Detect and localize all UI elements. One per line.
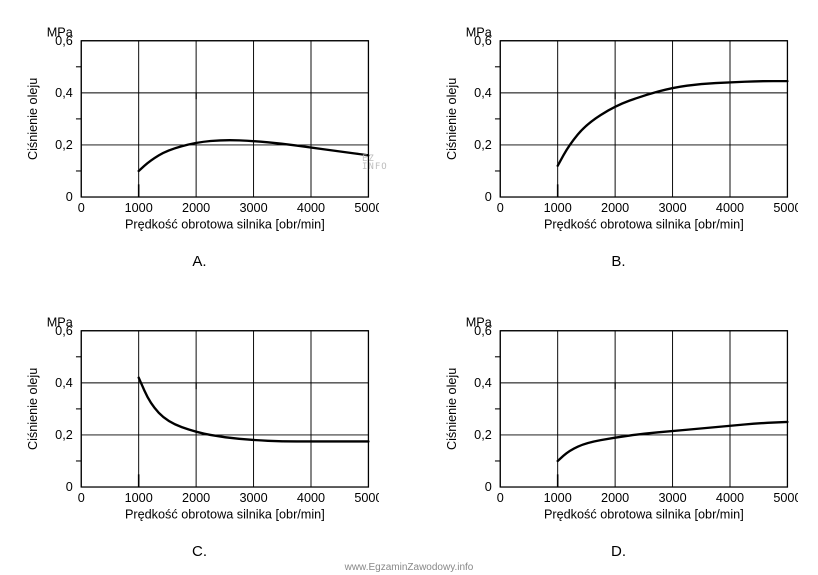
svg-text:0,4: 0,4 — [474, 376, 492, 390]
svg-text:4000: 4000 — [716, 201, 744, 215]
ez-watermark-icon: EZINFO — [362, 155, 388, 171]
chart-svg-B: 01000200030004000500000,20,40,6MPaPrędko… — [439, 10, 798, 251]
svg-text:Ciśnienie oleju: Ciśnienie oleju — [445, 78, 459, 160]
svg-text:1000: 1000 — [544, 491, 572, 505]
svg-text:0: 0 — [78, 201, 85, 215]
svg-text:Prędkość obrotowa silnika [obr: Prędkość obrotowa silnika [obr/min] — [125, 218, 325, 232]
svg-text:0,2: 0,2 — [474, 138, 492, 152]
chart-D: 01000200030004000500000,20,40,6MPaPrędko… — [439, 300, 798, 541]
svg-text:0,2: 0,2 — [55, 428, 73, 442]
svg-text:5000: 5000 — [354, 491, 379, 505]
svg-text:Ciśnienie oleju: Ciśnienie oleju — [26, 368, 40, 450]
svg-text:3000: 3000 — [239, 491, 267, 505]
svg-text:MPa: MPa — [47, 26, 74, 40]
chart-A: 01000200030004000500000,20,40,6MPaPrędko… — [20, 10, 379, 251]
svg-text:2000: 2000 — [182, 491, 210, 505]
svg-text:3000: 3000 — [239, 201, 267, 215]
svg-text:0,2: 0,2 — [474, 428, 492, 442]
svg-text:0,4: 0,4 — [55, 86, 73, 100]
caption-C: C. — [192, 543, 207, 560]
caption-B: B. — [611, 253, 625, 270]
svg-text:4000: 4000 — [297, 201, 325, 215]
chart-B: 01000200030004000500000,20,40,6MPaPrędko… — [439, 10, 798, 251]
svg-text:4000: 4000 — [297, 491, 325, 505]
svg-text:5000: 5000 — [354, 201, 379, 215]
svg-text:MPa: MPa — [47, 316, 74, 330]
caption-D: D. — [611, 543, 626, 560]
svg-text:0: 0 — [66, 480, 73, 494]
svg-text:Ciśnienie oleju: Ciśnienie oleju — [445, 368, 459, 450]
chart-svg-C: 01000200030004000500000,20,40,6MPaPrędko… — [20, 300, 379, 541]
svg-text:2000: 2000 — [601, 201, 629, 215]
chart-grid: 01000200030004000500000,20,40,6MPaPrędko… — [0, 0, 818, 560]
svg-text:1000: 1000 — [544, 201, 572, 215]
panel-C: 01000200030004000500000,20,40,6MPaPrędko… — [20, 300, 379, 560]
svg-text:MPa: MPa — [466, 26, 493, 40]
svg-text:Prędkość obrotowa silnika [obr: Prędkość obrotowa silnika [obr/min] — [544, 508, 744, 522]
svg-text:0: 0 — [485, 190, 492, 204]
footer-watermark: www.EgzaminZawodowy.info — [345, 562, 474, 573]
svg-text:2000: 2000 — [601, 491, 629, 505]
svg-text:0: 0 — [497, 201, 504, 215]
svg-text:0,4: 0,4 — [55, 376, 73, 390]
chart-svg-A: 01000200030004000500000,20,40,6MPaPrędko… — [20, 10, 379, 251]
panel-A: 01000200030004000500000,20,40,6MPaPrędko… — [20, 10, 379, 270]
caption-A: A. — [192, 253, 206, 270]
svg-text:5000: 5000 — [773, 201, 798, 215]
svg-text:0: 0 — [485, 480, 492, 494]
svg-text:1000: 1000 — [125, 201, 153, 215]
svg-text:MPa: MPa — [466, 316, 493, 330]
svg-text:0: 0 — [497, 491, 504, 505]
svg-text:Prędkość obrotowa silnika [obr: Prędkość obrotowa silnika [obr/min] — [544, 218, 744, 232]
svg-text:2000: 2000 — [182, 201, 210, 215]
chart-svg-D: 01000200030004000500000,20,40,6MPaPrędko… — [439, 300, 798, 541]
svg-text:1000: 1000 — [125, 491, 153, 505]
svg-text:5000: 5000 — [773, 491, 798, 505]
svg-text:Prędkość obrotowa silnika [obr: Prędkość obrotowa silnika [obr/min] — [125, 508, 325, 522]
svg-text:0,4: 0,4 — [474, 86, 492, 100]
svg-text:3000: 3000 — [658, 201, 686, 215]
svg-text:3000: 3000 — [658, 491, 686, 505]
chart-C: 01000200030004000500000,20,40,6MPaPrędko… — [20, 300, 379, 541]
svg-text:4000: 4000 — [716, 491, 744, 505]
panel-D: 01000200030004000500000,20,40,6MPaPrędko… — [439, 300, 798, 560]
svg-text:0: 0 — [66, 190, 73, 204]
panel-B: 01000200030004000500000,20,40,6MPaPrędko… — [439, 10, 798, 270]
svg-text:0,2: 0,2 — [55, 138, 73, 152]
svg-text:Ciśnienie oleju: Ciśnienie oleju — [26, 78, 40, 160]
svg-text:0: 0 — [78, 491, 85, 505]
